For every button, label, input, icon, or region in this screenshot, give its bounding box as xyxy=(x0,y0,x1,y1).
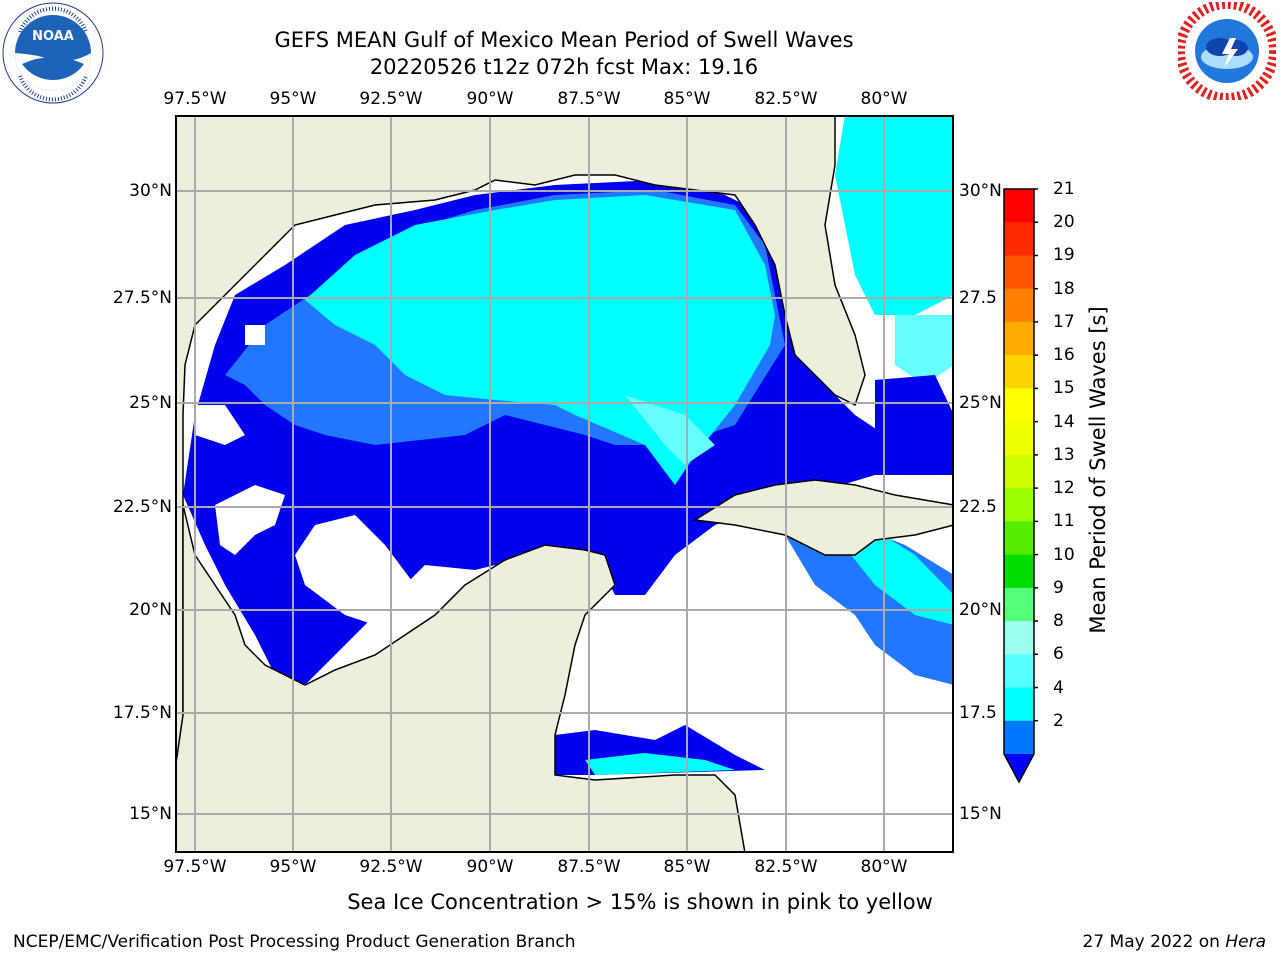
colorbar-tick-label: 6 xyxy=(1053,644,1064,665)
lon-tick-label: 90°W xyxy=(466,89,514,109)
colorbar-tick-label: 2 xyxy=(1053,710,1064,731)
date-stamp: 27 May 2022 on Hera xyxy=(1083,932,1267,952)
lon-tick-label: 80°W xyxy=(860,89,908,109)
lon-tick-label: 82.5°W xyxy=(754,89,818,109)
nws-logo xyxy=(1175,0,1279,103)
colorbar-tick-label: 16 xyxy=(1053,345,1075,366)
colorbar-segment xyxy=(1004,421,1034,456)
colorbar-segment xyxy=(1004,720,1034,755)
colorbar-tick-label: 9 xyxy=(1053,577,1064,598)
date-text: 27 May 2022 on xyxy=(1082,932,1220,952)
lat-tick-label: 27.5 xyxy=(959,288,997,308)
svg-text:NOAA: NOAA xyxy=(32,29,74,44)
lon-tick-label: 92.5°W xyxy=(359,89,423,109)
colorbar-tick-label: 17 xyxy=(1053,311,1075,332)
colorbar-segment xyxy=(1004,222,1034,256)
lon-tick-label: 95°W xyxy=(269,857,317,877)
map-border xyxy=(175,115,954,853)
colorbar-segment xyxy=(1004,488,1034,522)
colorbar-tick-label: 4 xyxy=(1053,677,1064,698)
lat-tick-label: 20°N xyxy=(959,600,1002,620)
colorbar-tick-label: 18 xyxy=(1053,278,1075,299)
colorbar-segment xyxy=(1004,255,1034,290)
lon-tick-label: 85°W xyxy=(663,89,711,109)
colorbar-tick-label: 13 xyxy=(1053,444,1075,465)
lat-tick-label: 22.5°N xyxy=(112,497,172,517)
colorbar-label: Mean Period of Swell Waves [s] xyxy=(1086,306,1110,634)
colorbar-tick-label: 10 xyxy=(1053,544,1075,565)
host-name: Hera xyxy=(1225,932,1266,952)
colorbar-segment xyxy=(1004,388,1034,423)
colorbar-segment xyxy=(1004,554,1034,589)
lon-tick-label: 92.5°W xyxy=(359,857,423,877)
colorbar xyxy=(1002,186,1038,786)
swell-field-gulf xyxy=(183,180,954,685)
colorbar-tick-label: 11 xyxy=(1053,511,1075,532)
colorbar-tick-label: 12 xyxy=(1053,478,1075,499)
lat-tick-label: 30°N xyxy=(959,181,1002,201)
lon-tick-label: 87.5°W xyxy=(557,89,621,109)
colorbar-tick-label: 8 xyxy=(1053,611,1064,632)
lon-tick-label: 82.5°W xyxy=(754,857,818,877)
lat-tick-label: 25°N xyxy=(959,393,1002,413)
chart-title: GEFS MEAN Gulf of Mexico Mean Period of … xyxy=(274,28,854,52)
noaa-logo: NOAA xyxy=(2,2,104,104)
colorbar-segment xyxy=(1004,454,1034,489)
colorbar-tick-label: 19 xyxy=(1053,245,1075,266)
colorbar-segment xyxy=(1004,654,1034,689)
lon-tick-label: 85°W xyxy=(663,857,711,877)
colorbar-tick-label: 15 xyxy=(1053,378,1075,399)
lat-tick-label: 30°N xyxy=(129,181,172,201)
swell-field-caribbean xyxy=(555,725,765,775)
map-canvas xyxy=(175,115,954,853)
colorbar-segment xyxy=(1004,321,1034,356)
colorbar-extend-arrow xyxy=(1004,754,1034,782)
colorbar-segment xyxy=(1004,288,1034,323)
colorbar-tick-label: 20 xyxy=(1053,212,1075,233)
lon-tick-label: 90°W xyxy=(466,857,514,877)
lon-tick-label: 95°W xyxy=(269,89,317,109)
colorbar-segment xyxy=(1004,587,1034,622)
lat-tick-label: 27.5°N xyxy=(112,288,172,308)
lat-tick-label: 17.5°N xyxy=(112,703,172,723)
colorbar-tick-label: 21 xyxy=(1053,179,1075,199)
lon-tick-label: 80°W xyxy=(860,857,908,877)
lat-tick-label: 17.5 xyxy=(959,703,997,723)
sea-ice-note: Sea Ice Concentration > 15% is shown in … xyxy=(0,890,1280,914)
lat-tick-label: 20°N xyxy=(129,600,172,620)
sea-ice-note-text: Sea Ice Concentration > 15% is shown in … xyxy=(347,890,933,914)
lon-tick-label: 97.5°W xyxy=(163,89,227,109)
colorbar-segment xyxy=(1004,521,1034,556)
colorbar-segment xyxy=(1004,355,1034,389)
lat-tick-label: 25°N xyxy=(129,393,172,413)
map-panel xyxy=(175,115,954,853)
graticule xyxy=(175,115,954,853)
colorbar-segment xyxy=(1004,687,1034,722)
colorbar-frame xyxy=(1003,188,1035,784)
colorbar-tick-label: 14 xyxy=(1053,411,1075,432)
lat-tick-label: 15°N xyxy=(959,804,1002,824)
lon-tick-label: 87.5°W xyxy=(557,857,621,877)
chart-subtitle: 20220526 t12z 072h fcst Max: 19.16 xyxy=(369,55,759,79)
lat-tick-label: 15°N xyxy=(129,804,172,824)
colorbar-segment xyxy=(1004,189,1034,223)
credit-text: NCEP/EMC/Verification Post Processing Pr… xyxy=(13,932,576,952)
colorbar-segment xyxy=(1004,621,1034,655)
lon-tick-label: 97.5°W xyxy=(163,857,227,877)
land xyxy=(175,115,954,853)
swell-field-atlantic xyxy=(785,115,954,685)
lat-tick-label: 22.5 xyxy=(959,497,997,517)
